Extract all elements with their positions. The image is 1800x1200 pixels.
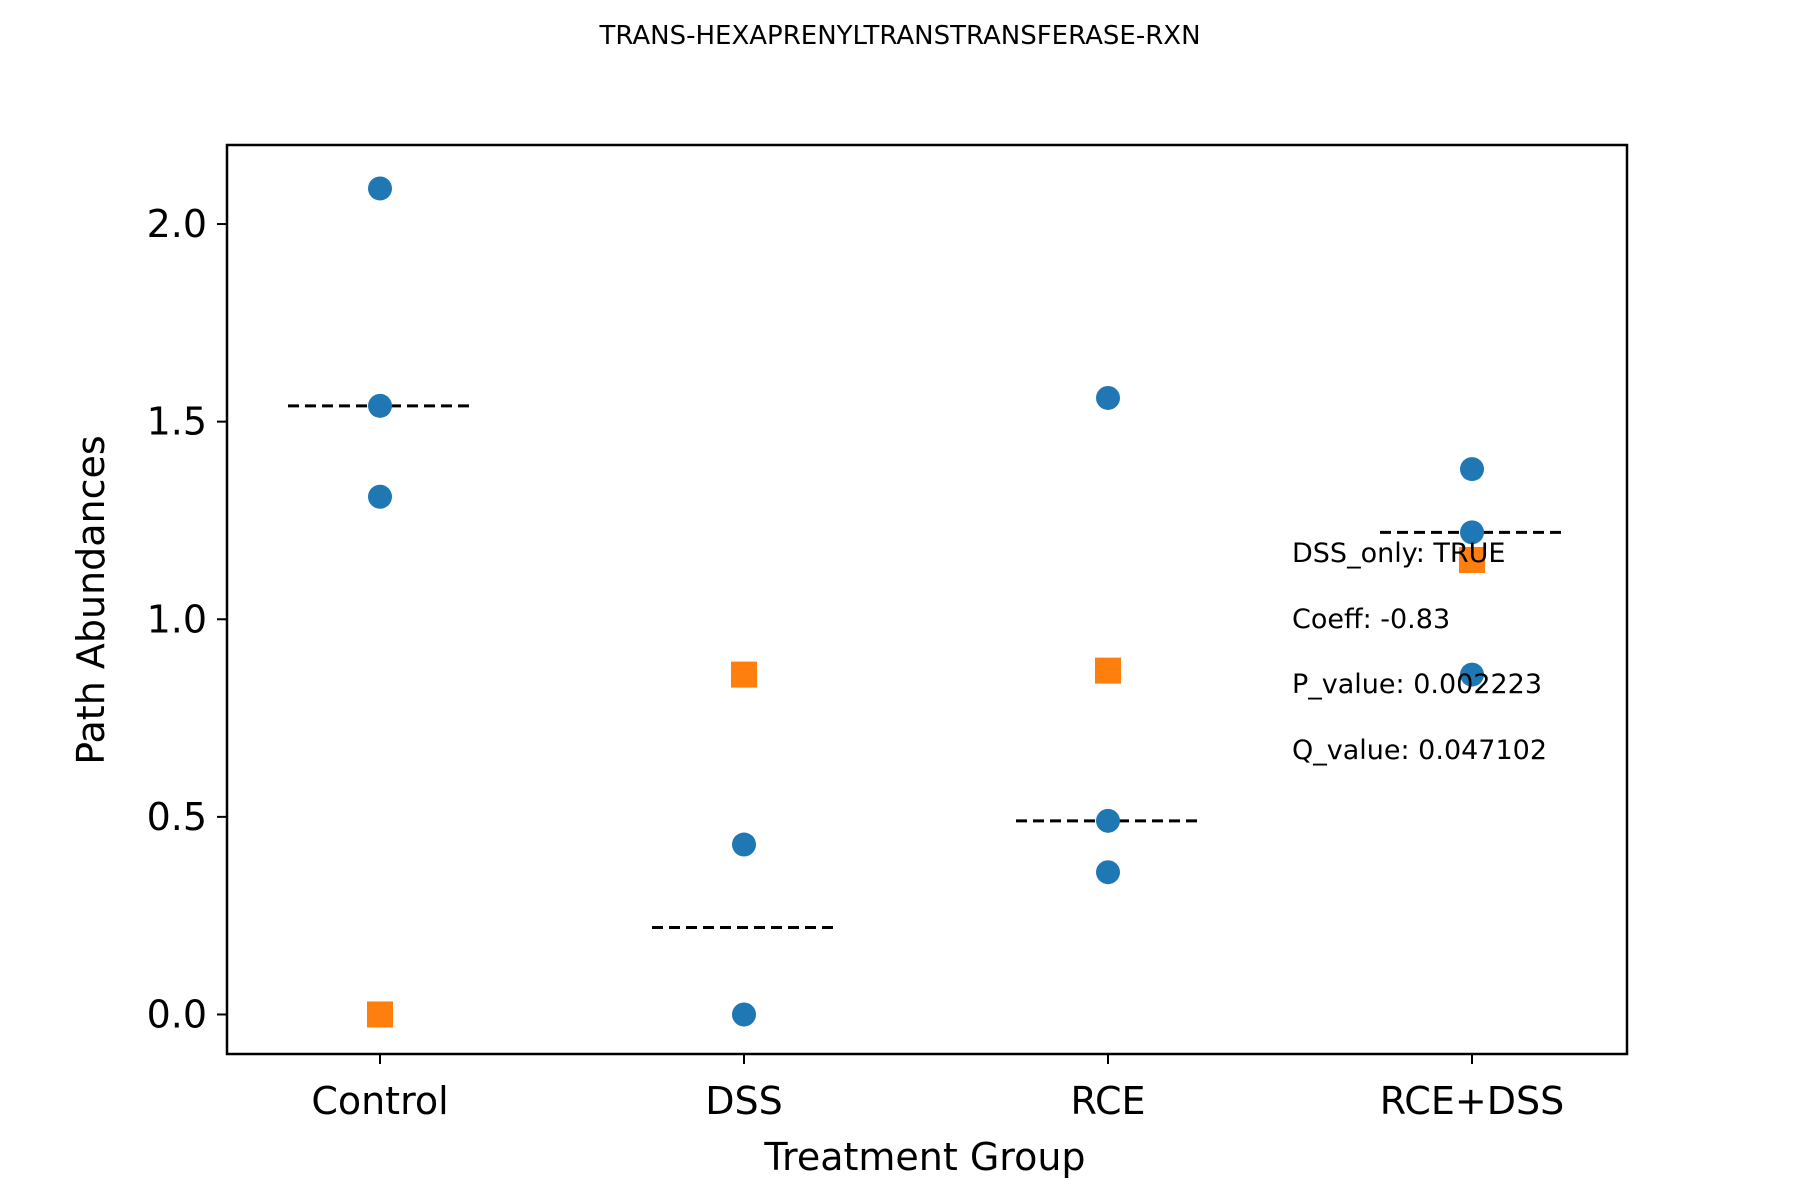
data-point-circle — [1096, 860, 1120, 885]
stats-annotation: DSS_only: TRUE — [1292, 538, 1505, 569]
plot-area: 0.0 0.5 1.0 1.5 2.0 Control DSS RCE RCE+DSS DSS_o… — [147, 143, 1629, 1123]
y-tick-label: 0.5 — [147, 795, 207, 839]
y-tick-label: 0.0 — [147, 992, 207, 1036]
x-tick-label: Control — [311, 1079, 448, 1123]
data-point-circle — [732, 1002, 756, 1027]
y-tick-label: 2.0 — [147, 202, 207, 246]
x-tick-label: DSS — [705, 1079, 783, 1123]
x-tick-label: RCE — [1070, 1079, 1145, 1123]
data-point-square — [367, 1001, 393, 1028]
data-point-circle — [368, 393, 392, 418]
stats-annotation: Q_value: 0.047102 — [1292, 735, 1547, 766]
y-axis-label: Path Abundances — [69, 435, 113, 764]
data-point-circle — [1460, 520, 1484, 545]
data-point-circle — [368, 484, 392, 509]
data-point-circle — [368, 176, 392, 201]
stats-annotation: Coeff: -0.83 — [1292, 604, 1450, 635]
data-point-square — [1095, 657, 1121, 684]
x-tick-label: RCE+DSS — [1380, 1079, 1564, 1123]
data-point-square — [1459, 546, 1485, 573]
y-tick-label: 1.0 — [147, 597, 207, 641]
data-point-circle — [1460, 457, 1484, 482]
data-point-circle — [1460, 662, 1484, 687]
plot-frame — [225, 143, 1629, 1056]
x-axis-label: Treatment Group — [763, 1135, 1085, 1179]
data-point-circle — [1096, 808, 1120, 833]
y-tick-label: 1.5 — [147, 400, 207, 444]
stats-annotation: P_value: 0.002223 — [1292, 669, 1542, 700]
data-point-circle — [732, 832, 756, 857]
data-point-square — [731, 661, 757, 688]
chart-title: TRANS-HEXAPRENYLTRANSTRANSFERASE-RXN — [598, 21, 1200, 51]
data-point-circle — [1096, 385, 1120, 410]
